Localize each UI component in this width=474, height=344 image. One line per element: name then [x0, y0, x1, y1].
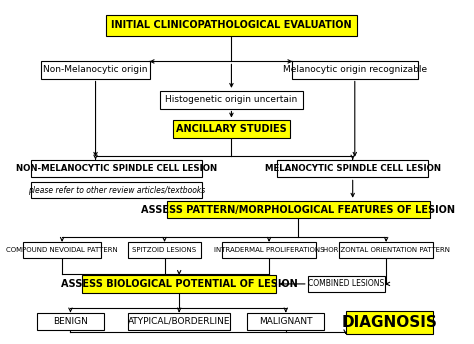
Text: INTRADERMAL PROLIFERATIONS: INTRADERMAL PROLIFERATIONS [214, 247, 324, 253]
Text: Histogenetic origin uncertain: Histogenetic origin uncertain [165, 95, 298, 104]
Text: ANCILLARY STUDIES: ANCILLARY STUDIES [176, 124, 287, 135]
Text: ASSESS BIOLOGICAL POTENTIAL OF LESION: ASSESS BIOLOGICAL POTENTIAL OF LESION [61, 279, 298, 289]
Text: COMBINED LESIONS: COMBINED LESIONS [308, 279, 384, 288]
Text: SPITZOID LESIONS: SPITZOID LESIONS [132, 247, 197, 253]
FancyBboxPatch shape [308, 276, 385, 292]
Text: INITIAL CLINICOPATHOLOGICAL EVALUATION: INITIAL CLINICOPATHOLOGICAL EVALUATION [111, 20, 352, 30]
FancyBboxPatch shape [31, 160, 202, 178]
Text: ATYPICAL/BORDERLINE: ATYPICAL/BORDERLINE [128, 317, 230, 326]
FancyBboxPatch shape [160, 91, 302, 109]
FancyBboxPatch shape [277, 160, 428, 178]
FancyBboxPatch shape [37, 313, 104, 330]
Text: Melanocytic origin recognizable: Melanocytic origin recognizable [283, 65, 427, 74]
Text: COMPOUND NEVOIDAL PATTERN: COMPOUND NEVOIDAL PATTERN [6, 247, 118, 253]
FancyBboxPatch shape [41, 61, 150, 78]
FancyBboxPatch shape [292, 61, 418, 78]
Text: BENIGN: BENIGN [53, 317, 88, 326]
FancyBboxPatch shape [106, 15, 357, 36]
Text: NON-MELANOCYTIC SPINDLE CELL LESION: NON-MELANOCYTIC SPINDLE CELL LESION [16, 164, 217, 173]
FancyBboxPatch shape [222, 242, 316, 258]
FancyBboxPatch shape [31, 182, 202, 198]
Text: Non-Melanocytic origin: Non-Melanocytic origin [43, 65, 148, 74]
FancyBboxPatch shape [128, 242, 201, 258]
Text: ASSESS PATTERN/MORPHOLOGICAL FEATURES OF LESION: ASSESS PATTERN/MORPHOLOGICAL FEATURES OF… [141, 205, 456, 215]
FancyBboxPatch shape [23, 242, 101, 258]
FancyBboxPatch shape [128, 313, 230, 330]
FancyBboxPatch shape [173, 120, 290, 138]
Text: HORIZONTAL ORIENTATION PATTERN: HORIZONTAL ORIENTATION PATTERN [323, 247, 450, 253]
FancyBboxPatch shape [339, 242, 433, 258]
FancyBboxPatch shape [247, 313, 325, 330]
FancyBboxPatch shape [346, 311, 433, 334]
Text: DIAGNOSIS: DIAGNOSIS [342, 315, 438, 330]
Text: MALIGNANT: MALIGNANT [259, 317, 312, 326]
Text: please refer to other review articles/textbooks: please refer to other review articles/te… [28, 185, 205, 195]
FancyBboxPatch shape [82, 275, 276, 293]
FancyBboxPatch shape [167, 201, 430, 218]
Text: MELANOCYTIC SPINDLE CELL LESION: MELANOCYTIC SPINDLE CELL LESION [264, 164, 441, 173]
